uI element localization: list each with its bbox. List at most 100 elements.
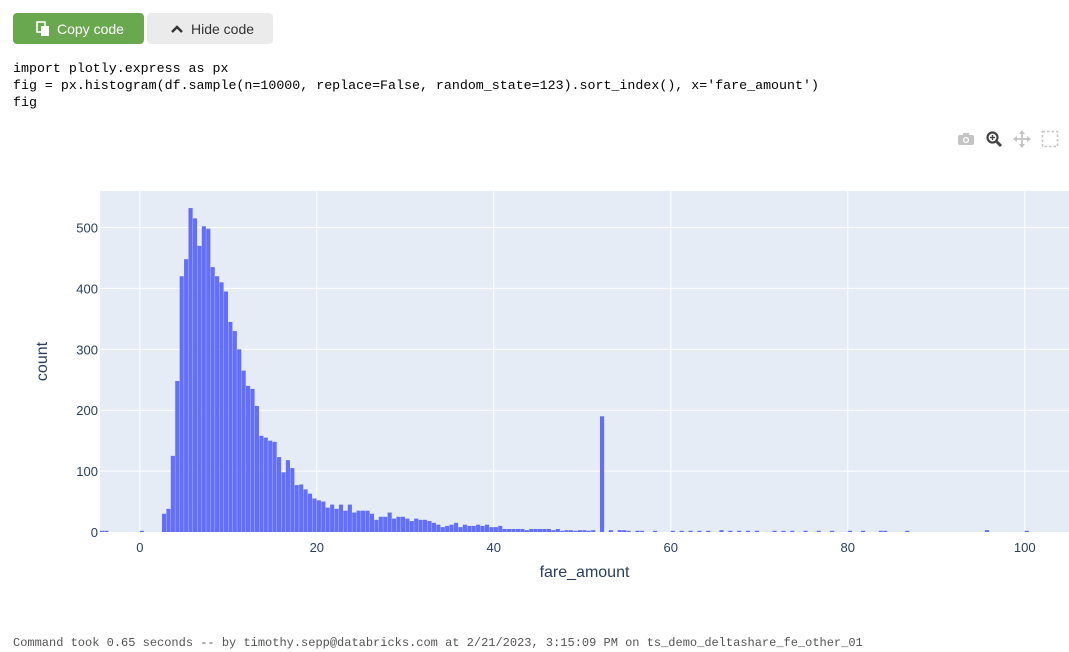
histogram-bar[interactable]	[325, 507, 330, 532]
histogram-bar[interactable]	[538, 528, 543, 532]
histogram-bar[interactable]	[635, 530, 640, 532]
histogram-bar[interactable]	[883, 530, 888, 532]
histogram-bar[interactable]	[307, 493, 313, 532]
histogram-bar[interactable]	[626, 530, 631, 532]
histogram-bar[interactable]	[502, 528, 507, 532]
histogram-bar[interactable]	[520, 528, 525, 532]
histogram-bar[interactable]	[210, 267, 215, 532]
histogram-bar[interactable]	[498, 525, 503, 532]
histogram-bar[interactable]	[599, 416, 605, 532]
histogram-bar[interactable]	[334, 508, 339, 532]
histogram-bar[interactable]	[263, 437, 268, 532]
histogram-bar[interactable]	[343, 510, 348, 532]
histogram-bar[interactable]	[511, 528, 516, 532]
histogram-bar[interactable]	[816, 530, 821, 532]
histogram-bar[interactable]	[272, 441, 277, 532]
histogram-bar[interactable]	[100, 530, 105, 532]
histogram-bar[interactable]	[480, 525, 485, 532]
histogram-bar[interactable]	[303, 489, 308, 532]
histogram-bar[interactable]	[564, 530, 569, 532]
histogram-bar[interactable]	[440, 527, 445, 532]
histogram-bar[interactable]	[374, 519, 379, 532]
histogram-bar[interactable]	[166, 508, 171, 532]
histogram-bar[interactable]	[352, 512, 357, 532]
histogram-bar[interactable]	[688, 530, 693, 532]
histogram-bar[interactable]	[347, 504, 352, 532]
histogram-bar[interactable]	[409, 521, 414, 532]
copy-code-button[interactable]: Copy code	[13, 13, 144, 44]
camera-icon[interactable]	[955, 129, 977, 149]
histogram-bar[interactable]	[507, 528, 512, 532]
histogram-bar[interactable]	[400, 516, 406, 532]
histogram-bar[interactable]	[790, 530, 795, 532]
histogram-bar[interactable]	[139, 530, 144, 532]
histogram-bar[interactable]	[515, 528, 521, 532]
pan-icon[interactable]	[1011, 129, 1033, 149]
histogram-bar[interactable]	[418, 519, 423, 532]
histogram-bar[interactable]	[330, 504, 335, 532]
histogram-bar[interactable]	[622, 530, 627, 532]
histogram-bar[interactable]	[555, 528, 560, 532]
histogram-bar[interactable]	[361, 510, 366, 532]
histogram-bar[interactable]	[396, 516, 401, 532]
histogram-bar[interactable]	[423, 519, 428, 532]
histogram-bar[interactable]	[608, 530, 613, 532]
histogram-bar[interactable]	[670, 530, 675, 532]
histogram-bar[interactable]	[445, 525, 450, 532]
histogram-bar[interactable]	[246, 385, 251, 532]
histogram-bar[interactable]	[878, 530, 883, 532]
histogram-bar[interactable]	[179, 276, 184, 532]
histogram-bar[interactable]	[471, 525, 476, 532]
histogram-bar[interactable]	[546, 528, 552, 532]
histogram-bar[interactable]	[449, 524, 454, 532]
histogram-bar[interactable]	[493, 527, 498, 532]
histogram-bar[interactable]	[285, 460, 290, 532]
histogram-bar[interactable]	[294, 485, 299, 532]
histogram-bar[interactable]	[653, 530, 658, 532]
histogram-bar[interactable]	[489, 527, 494, 532]
histogram-bar[interactable]	[467, 525, 472, 532]
zoom-icon[interactable]	[983, 129, 1005, 149]
histogram-bar[interactable]	[484, 524, 490, 532]
histogram-bar[interactable]	[338, 504, 344, 532]
histogram-bar[interactable]	[219, 282, 224, 532]
histogram-bar[interactable]	[170, 455, 175, 532]
histogram-bar[interactable]	[706, 530, 711, 532]
histogram-bar[interactable]	[573, 530, 578, 532]
histogram-bar[interactable]	[276, 457, 282, 532]
histogram-bar[interactable]	[728, 530, 733, 532]
histogram-bar[interactable]	[254, 405, 259, 532]
histogram-bar[interactable]	[754, 530, 759, 532]
histogram-bar[interactable]	[560, 530, 565, 532]
histogram-bar[interactable]	[1024, 530, 1029, 532]
histogram-bar[interactable]	[533, 528, 538, 532]
histogram-bar[interactable]	[228, 321, 233, 532]
histogram-bar[interactable]	[639, 530, 644, 532]
histogram-bar[interactable]	[356, 510, 361, 532]
histogram-bar[interactable]	[462, 524, 467, 532]
histogram-bar[interactable]	[582, 530, 587, 532]
histogram-bar[interactable]	[365, 510, 370, 532]
histogram-bar[interactable]	[378, 516, 383, 532]
histogram-bar[interactable]	[847, 530, 852, 532]
histogram-bar[interactable]	[201, 226, 206, 532]
histogram-bar[interactable]	[290, 468, 295, 532]
histogram-bar[interactable]	[436, 524, 441, 532]
histogram-bar[interactable]	[188, 208, 193, 533]
histogram-bar[interactable]	[781, 530, 786, 532]
histogram-bar[interactable]	[431, 522, 436, 532]
histogram-bar[interactable]	[772, 530, 777, 532]
histogram-bar[interactable]	[237, 349, 242, 532]
histogram-bar[interactable]	[161, 513, 167, 532]
histogram-bar[interactable]	[529, 528, 534, 532]
histogram-bar[interactable]	[206, 228, 211, 532]
histogram-bar[interactable]	[232, 331, 237, 532]
histogram-bar[interactable]	[697, 530, 702, 532]
histogram-bar[interactable]	[569, 530, 574, 532]
histogram-bar[interactable]	[383, 516, 388, 532]
histogram-bar[interactable]	[551, 530, 556, 532]
hide-code-button[interactable]: Hide code	[147, 13, 273, 44]
histogram-bar[interactable]	[427, 521, 432, 532]
histogram-bar[interactable]	[184, 259, 189, 532]
histogram-bar[interactable]	[387, 512, 392, 532]
